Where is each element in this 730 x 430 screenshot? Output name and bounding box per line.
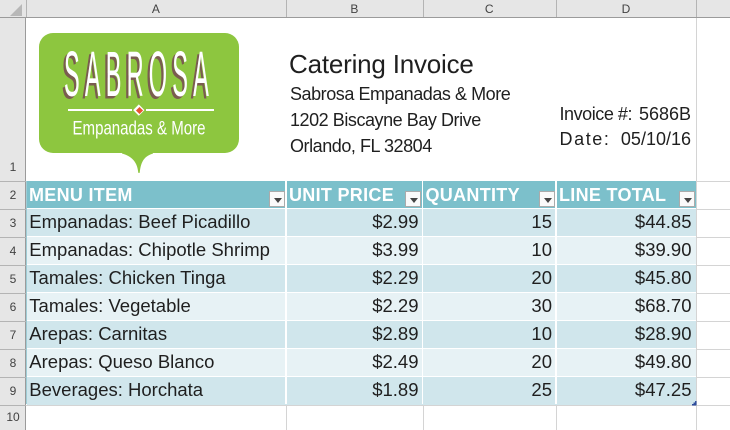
svg-text:SABROSA: SABROSA <box>62 41 212 113</box>
svg-text:SABROSA: SABROSA <box>64 38 214 110</box>
svg-text:Empanadas & More: Empanadas & More <box>73 118 206 140</box>
